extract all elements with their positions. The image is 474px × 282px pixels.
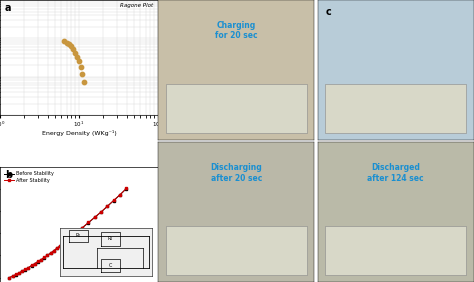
After Stability [92,215,98,219]
Bar [166,84,307,133]
Before Stability [16,272,22,275]
Before Stability [10,275,16,278]
After Stability [79,226,85,230]
After Stability [124,187,129,190]
Before Stability [67,237,73,240]
Point [63,40,71,45]
Before Stability [98,210,104,214]
After Stability [48,251,54,255]
After Stability [19,270,25,273]
Before Stability [7,276,12,279]
After Stability [16,271,22,275]
Line: After Stability: After Stability [8,187,128,279]
Legend: Before Stability, After Stability: Before Stability, After Stability [2,169,56,185]
After Stability [98,210,104,213]
Before Stability [32,262,37,266]
After Stability [41,256,47,259]
After Stability [13,273,18,276]
Point [65,42,73,47]
Point [80,79,88,84]
Before Stability [48,252,54,255]
Before Stability [124,187,129,190]
After Stability [73,232,79,235]
Before Stability [51,249,56,253]
Point [72,50,79,55]
Text: c: c [325,7,331,17]
After Stability [117,193,123,196]
Point [79,71,86,76]
Text: Discharged
after 124 sec: Discharged after 124 sec [367,163,424,183]
Bar [325,226,466,275]
Point [68,44,75,49]
After Stability [38,258,44,261]
Bar [325,84,466,133]
After Stability [35,260,41,263]
After Stability [105,204,110,208]
Before Stability [22,268,28,271]
After Stability [86,221,91,224]
Point [70,47,77,52]
Before Stability [73,232,79,235]
After Stability [26,266,31,269]
X-axis label: Energy Density (WKg⁻¹): Energy Density (WKg⁻¹) [42,130,117,136]
Point [60,39,68,43]
After Stability [10,274,16,278]
Before Stability [60,242,66,245]
Before Stability [19,270,25,273]
Point [75,59,83,64]
Before Stability [117,193,123,197]
After Stability [51,249,56,252]
Before Stability [92,216,98,219]
Before Stability [79,226,85,230]
Before Stability [26,266,31,270]
Text: Charging
for 20 sec: Charging for 20 sec [215,21,257,40]
Before Stability [111,199,117,202]
Text: b: b [5,170,12,180]
After Stability [111,199,117,202]
Point [77,65,84,69]
Before Stability [38,258,44,262]
After Stability [29,264,35,267]
After Stability [22,268,28,271]
Line: Before Stability: Before Stability [8,187,128,279]
Before Stability [35,260,41,263]
Before Stability [105,205,110,208]
Text: a: a [5,3,11,14]
Before Stability [13,273,18,277]
Point [73,55,81,59]
Text: Discharging
after 20 sec: Discharging after 20 sec [210,163,262,183]
Before Stability [29,264,35,267]
Before Stability [45,254,50,257]
Bar [166,226,307,275]
After Stability [32,262,37,265]
Before Stability [57,244,63,248]
After Stability [7,276,12,279]
After Stability [54,246,60,250]
After Stability [57,244,63,248]
Before Stability [41,256,47,259]
Before Stability [54,247,60,250]
After Stability [45,254,50,257]
Before Stability [86,221,91,224]
After Stability [67,237,73,240]
After Stability [60,242,66,245]
Text: Ragone Plot: Ragone Plot [120,3,153,8]
